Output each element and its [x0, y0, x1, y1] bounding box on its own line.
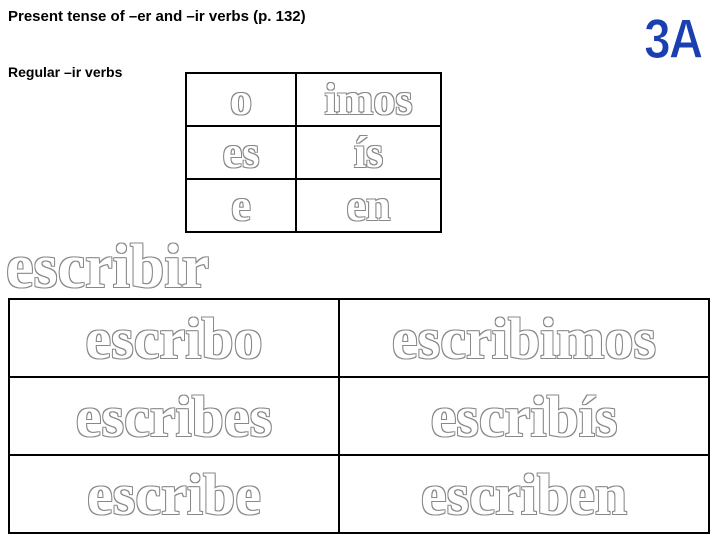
conjugation-cell: escribes — [9, 377, 339, 455]
conjugation-cell: escriben — [339, 455, 709, 533]
table-row: escribo escribimos — [9, 299, 709, 377]
table-row: escribe escriben — [9, 455, 709, 533]
conjugation-cell: escribimos — [339, 299, 709, 377]
conjugation-cell: escribe — [9, 455, 339, 533]
ending-cell: en — [296, 179, 441, 232]
conjugation-cell: escribo — [9, 299, 339, 377]
chapter-label: 3A — [645, 6, 702, 71]
ending-cell: o — [186, 73, 296, 126]
conjugation-table: escribo escribimos escribes escribís esc… — [8, 298, 710, 534]
endings-table: o imos es ís e en — [185, 72, 442, 233]
ending-cell: ís — [296, 126, 441, 179]
page-title: Present tense of –er and –ir verbs (p. 1… — [8, 8, 306, 25]
ending-cell: imos — [296, 73, 441, 126]
subtitle: Regular –ir verbs — [8, 64, 122, 80]
infinitive-label: escribir — [6, 232, 209, 303]
ending-cell: es — [186, 126, 296, 179]
table-row: o imos — [186, 73, 441, 126]
conjugation-cell: escribís — [339, 377, 709, 455]
table-row: es ís — [186, 126, 441, 179]
table-row: escribes escribís — [9, 377, 709, 455]
ending-cell: e — [186, 179, 296, 232]
table-row: e en — [186, 179, 441, 232]
